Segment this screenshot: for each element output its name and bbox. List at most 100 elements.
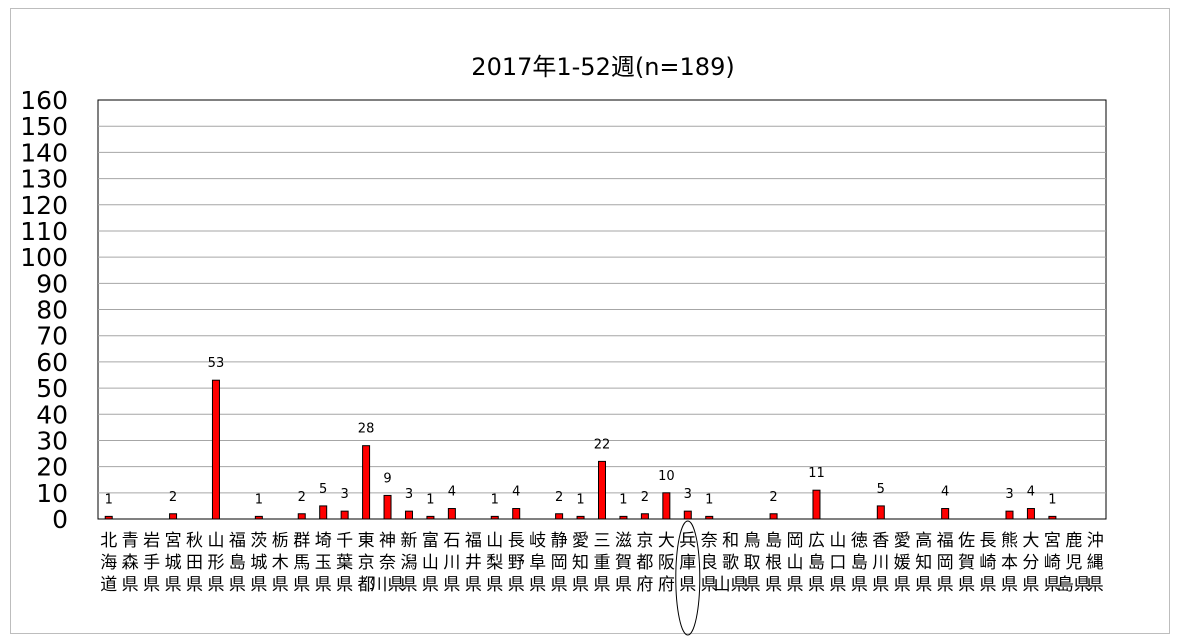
y-tick-label: 30 — [36, 426, 68, 455]
category-label: 静岡県 — [551, 531, 568, 595]
y-tick-label: 140 — [20, 138, 68, 167]
data-label: 4 — [512, 485, 520, 500]
data-label: 2 — [769, 490, 777, 505]
chart-title: 2017年1-52週(n=189) — [471, 53, 734, 81]
bar — [1026, 508, 1035, 520]
bar — [812, 489, 821, 520]
category-label: 茨城県 — [250, 531, 267, 595]
highlight-ellipse — [675, 520, 701, 636]
data-label: 4 — [448, 485, 456, 500]
data-label: 53 — [208, 356, 225, 371]
category-label: 石川県 — [443, 531, 460, 595]
category-label: 北海道 — [100, 531, 117, 595]
category-label: 埼玉県 — [315, 531, 332, 595]
bar — [447, 508, 456, 520]
data-label: 5 — [877, 482, 885, 497]
y-tick-label: 40 — [36, 400, 68, 429]
category-label: 高知県 — [915, 531, 932, 595]
category-label: 熊本県 — [1001, 531, 1018, 595]
data-label: 9 — [383, 471, 391, 486]
category-label: 広島県 — [808, 531, 825, 595]
category-label: 愛媛県 — [894, 531, 911, 595]
y-tick-label: 160 — [20, 86, 68, 115]
category-labels: 北海道青森県岩手県宮城県秋田県山形県福島県茨城県栃木県群馬県埼玉県千葉県東京都神… — [100, 531, 1104, 595]
category-label: 宮崎県 — [1044, 531, 1061, 595]
category-label: 徳島県 — [851, 531, 868, 595]
category-label: 島根県 — [765, 531, 782, 595]
data-label: 2 — [555, 490, 563, 505]
category-label: 奈良県 — [701, 531, 718, 595]
data-label: 22 — [594, 437, 611, 452]
bar — [705, 515, 714, 520]
category-label: 岩手県 — [143, 531, 160, 595]
data-label: 3 — [1005, 487, 1013, 502]
data-label: 4 — [941, 485, 949, 500]
category-label: 群馬県 — [293, 531, 310, 595]
gridlines — [98, 125, 1106, 494]
data-label: 5 — [319, 482, 327, 497]
bar — [490, 515, 499, 520]
category-label: 長崎県 — [980, 531, 997, 595]
data-label: 1 — [255, 492, 263, 507]
category-label: 佐賀県 — [958, 531, 975, 595]
bar — [362, 445, 371, 520]
bar — [640, 513, 649, 520]
category-label: 三重県 — [594, 531, 611, 595]
data-label: 1 — [1048, 492, 1056, 507]
bar — [383, 494, 392, 520]
category-label: 秋田県 — [186, 531, 203, 595]
y-tick-label: 150 — [20, 112, 68, 141]
y-tick-label: 130 — [20, 165, 68, 194]
bar — [769, 513, 778, 520]
y-tick-label: 60 — [36, 348, 68, 377]
bar — [1005, 510, 1014, 520]
bar — [169, 513, 178, 520]
data-label: 3 — [684, 487, 692, 502]
category-label: 鹿児島県 — [1057, 531, 1091, 595]
bar — [340, 510, 349, 520]
bar — [211, 379, 220, 520]
bar — [104, 515, 113, 520]
y-tick-label: 70 — [36, 322, 68, 351]
data-label: 2 — [169, 490, 177, 505]
category-label: 鳥取県 — [744, 531, 761, 595]
category-label: 山形県 — [207, 531, 224, 595]
category-label: 愛知県 — [572, 531, 589, 595]
data-label: 2 — [298, 490, 306, 505]
data-label: 28 — [358, 422, 375, 437]
data-label: 1 — [491, 492, 499, 507]
data-label: 1 — [619, 492, 627, 507]
bar — [1048, 515, 1057, 520]
category-label: 東京都 — [358, 531, 375, 595]
bar — [662, 492, 671, 520]
bar — [683, 510, 692, 520]
y-tick-label: 10 — [36, 479, 68, 508]
y-tick-label: 110 — [20, 217, 68, 246]
y-tick-label: 90 — [36, 269, 68, 298]
y-tick-label: 120 — [20, 191, 68, 220]
bar — [941, 508, 950, 520]
bar — [598, 460, 606, 520]
bar — [297, 513, 306, 520]
category-label: 富山県 — [422, 531, 439, 595]
bars — [104, 379, 1057, 520]
data-label: 1 — [705, 492, 713, 507]
category-label: 京都府 — [636, 531, 653, 595]
data-label: 10 — [658, 469, 675, 484]
category-label: 新潟県 — [400, 531, 417, 595]
category-label: 滋賀県 — [615, 531, 632, 595]
category-label: 沖縄県 — [1087, 531, 1104, 595]
category-label: 山梨県 — [486, 531, 503, 595]
data-label: 1 — [105, 492, 113, 507]
y-tick-label: 50 — [36, 374, 68, 403]
category-label: 千葉県 — [336, 531, 353, 595]
bar — [555, 513, 564, 520]
data-label: 2 — [641, 490, 649, 505]
category-label: 福井県 — [465, 531, 482, 595]
data-label: 1 — [576, 492, 584, 507]
category-label: 大分県 — [1022, 531, 1039, 595]
y-tick-label: 80 — [36, 296, 68, 325]
category-label: 岡山県 — [787, 531, 804, 595]
category-label: 長野県 — [508, 531, 525, 595]
